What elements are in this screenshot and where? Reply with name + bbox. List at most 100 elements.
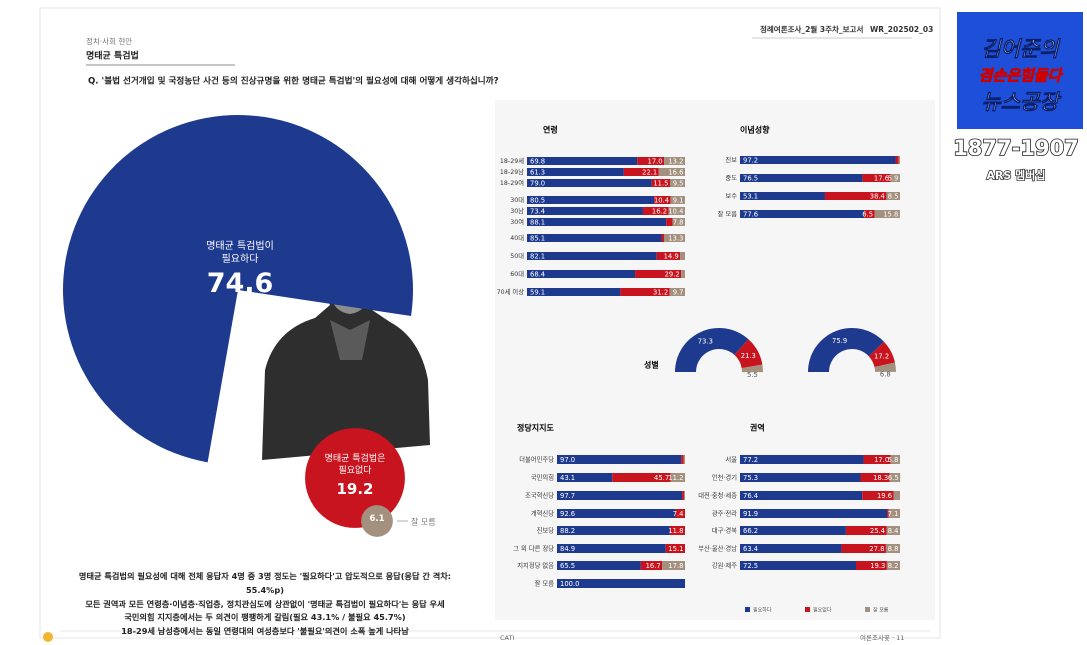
value-label: 11.5	[653, 180, 668, 188]
value-label: 75.3	[743, 474, 758, 482]
value-label: 88.1	[530, 219, 545, 227]
chart-title: 정당지지도	[517, 423, 554, 433]
value-label: 16.6	[668, 169, 683, 177]
value-label: 10.4	[654, 197, 669, 205]
bar-segment	[527, 270, 636, 278]
value-label: 9.1	[673, 197, 684, 205]
bar-segment	[527, 234, 662, 242]
bar-segment	[527, 252, 657, 260]
bar-segment	[683, 491, 685, 500]
method: CATI	[500, 634, 514, 642]
logo-text: 겸손은힘들다	[979, 67, 1064, 85]
value-label: 19.3	[870, 562, 885, 570]
bar-segment	[887, 509, 889, 518]
bar-segment	[527, 218, 667, 226]
bar-segment	[527, 157, 638, 165]
bar-segment	[740, 156, 896, 164]
category-label: 잘 모름	[718, 210, 738, 218]
pie-value: 6.1	[369, 514, 385, 524]
bar-segment	[664, 157, 685, 165]
category-label: 대구·경북	[712, 526, 737, 535]
value-label: 76.4	[743, 492, 758, 500]
bar-segment	[860, 473, 890, 482]
value-label: 45.7	[654, 474, 669, 482]
bar-segment	[740, 526, 846, 535]
bar-segment	[666, 218, 673, 226]
bar-segment	[845, 526, 887, 535]
bar-segment	[656, 252, 681, 260]
value-label: 8.5	[888, 193, 899, 201]
value-label: 92.6	[560, 510, 575, 518]
bar-segment	[661, 234, 664, 242]
legend-label: 필요없다	[813, 607, 832, 614]
bar-segment	[527, 168, 624, 176]
value-label: 97.0	[560, 456, 575, 464]
category-label: 50대	[510, 252, 524, 260]
category-label: 잘 모름	[535, 580, 555, 588]
bar-segment	[856, 561, 887, 570]
bar-segment	[740, 174, 863, 182]
bar-segment	[651, 179, 670, 187]
bar-segment	[557, 455, 682, 464]
value-label: 11.2	[668, 474, 683, 482]
value-label: 7.4	[673, 510, 684, 518]
page-number: 여론조사꽃 · 11	[860, 633, 904, 642]
legend-swatch	[865, 607, 870, 612]
value-label: 84.9	[560, 545, 575, 553]
bar-segment	[557, 491, 683, 500]
bar-segment	[885, 544, 900, 553]
category-label: 30대	[510, 196, 524, 204]
logo-text: 뉴스공장	[981, 90, 1062, 114]
value-label: 18.3	[873, 474, 888, 482]
bar-segment	[740, 491, 863, 500]
donut-segment	[675, 328, 749, 372]
bar-segment	[557, 561, 641, 570]
bar-segment	[888, 509, 900, 518]
bar-segment	[886, 561, 900, 570]
value-label: 97.2	[743, 157, 758, 165]
category-label: 진보	[725, 155, 737, 164]
value-label: 73.4	[530, 208, 545, 216]
bar-segment	[527, 288, 621, 296]
summary-line: 명태균 특검법의 필요성에 대해 전체 응답자 4명 중 3명 정도는 '필요하…	[78, 571, 452, 595]
category-label: 30여	[510, 217, 524, 226]
pie-value: 74.6	[206, 268, 274, 299]
bar-segment	[527, 207, 643, 215]
bar-segment	[640, 561, 663, 570]
bar-segment	[681, 270, 685, 278]
bar-segment	[898, 156, 900, 164]
value-label: 17.8	[668, 562, 683, 570]
bar-segment	[681, 455, 684, 464]
bar-segment	[670, 473, 685, 482]
value-label: 65.5	[560, 562, 575, 570]
bar-segment	[620, 288, 670, 296]
bar-segment	[680, 252, 685, 260]
bar-segment	[675, 509, 685, 518]
bar-segment	[527, 179, 652, 187]
bar-segment	[658, 168, 685, 176]
topic: 명태균 특검법	[86, 50, 139, 62]
value-label: 15.8	[883, 211, 898, 219]
bar-segment	[557, 473, 613, 482]
bar-segment	[740, 544, 842, 553]
legend-swatch	[745, 607, 750, 612]
donut-segment	[874, 362, 896, 372]
value-label: 97.7	[560, 492, 575, 500]
summary-line: 모든 권역과 모든 연령층·이념층·직업층, 정치관심도에 상관없이 '명태균 …	[85, 598, 445, 609]
value-label: 9.5	[673, 180, 684, 188]
bar-segment	[890, 174, 900, 182]
bar-segment	[864, 210, 875, 218]
value-label: 7.8	[673, 219, 684, 227]
value-label: 11.8	[668, 527, 683, 535]
value-label: 79.0	[530, 180, 545, 188]
bubble	[361, 505, 393, 537]
value-label: 61.3	[530, 169, 545, 177]
category-label: 18-29남	[500, 167, 524, 176]
value-label: 77.6	[743, 211, 758, 219]
bar-segment	[672, 218, 685, 226]
value-label: 19.6	[877, 492, 892, 500]
value-label: 77.2	[743, 456, 758, 464]
value-label: 8.2	[888, 562, 899, 570]
value-label: 16.7	[646, 562, 661, 570]
bar-segment	[557, 509, 676, 518]
